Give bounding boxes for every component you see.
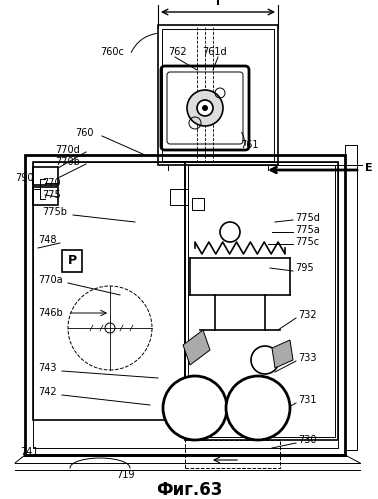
Text: 760: 760 xyxy=(75,128,93,138)
Bar xyxy=(170,189,188,205)
Text: E: E xyxy=(365,163,373,173)
Text: 748: 748 xyxy=(38,235,56,245)
Text: 760c: 760c xyxy=(100,47,124,57)
Text: 746b: 746b xyxy=(38,308,63,318)
Bar xyxy=(33,187,58,205)
Bar xyxy=(162,29,274,161)
Text: 790: 790 xyxy=(15,173,34,183)
Text: 732: 732 xyxy=(298,310,317,320)
Text: I: I xyxy=(216,0,220,7)
Text: 761d: 761d xyxy=(202,47,227,57)
Circle shape xyxy=(197,100,213,116)
Text: 733: 733 xyxy=(298,353,316,363)
Bar xyxy=(33,162,185,420)
Bar xyxy=(33,167,58,185)
Text: 775a: 775a xyxy=(295,225,320,235)
Circle shape xyxy=(187,90,223,126)
Bar xyxy=(188,165,335,437)
Text: 742: 742 xyxy=(38,387,57,397)
Circle shape xyxy=(202,105,208,111)
Text: 743: 743 xyxy=(38,363,56,373)
Text: 730: 730 xyxy=(298,435,316,445)
Circle shape xyxy=(251,346,279,374)
Text: 719: 719 xyxy=(116,470,134,480)
Polygon shape xyxy=(183,330,210,365)
Bar xyxy=(158,25,278,165)
Circle shape xyxy=(226,376,290,440)
Text: 775b: 775b xyxy=(42,207,67,217)
Text: 775: 775 xyxy=(42,190,61,200)
Text: Фиг.63: Фиг.63 xyxy=(156,481,222,499)
Text: 770d: 770d xyxy=(55,145,80,155)
Text: 770: 770 xyxy=(42,178,60,188)
Polygon shape xyxy=(272,340,293,368)
Text: 770a: 770a xyxy=(38,275,63,285)
Bar xyxy=(185,162,338,440)
Circle shape xyxy=(220,222,240,242)
Text: 761: 761 xyxy=(240,140,259,150)
Text: 795: 795 xyxy=(295,263,314,273)
Text: 775c: 775c xyxy=(295,237,319,247)
Bar xyxy=(33,162,338,448)
Bar xyxy=(62,250,82,272)
Text: 770b: 770b xyxy=(55,157,80,167)
Bar xyxy=(185,440,280,468)
Text: 731: 731 xyxy=(298,395,316,405)
Bar xyxy=(192,198,204,210)
Text: 741: 741 xyxy=(20,447,39,457)
Text: 762: 762 xyxy=(168,47,187,57)
Text: P: P xyxy=(67,253,77,266)
Text: 775d: 775d xyxy=(295,213,320,223)
Bar xyxy=(345,145,357,450)
Bar xyxy=(25,155,345,455)
Circle shape xyxy=(163,376,227,440)
